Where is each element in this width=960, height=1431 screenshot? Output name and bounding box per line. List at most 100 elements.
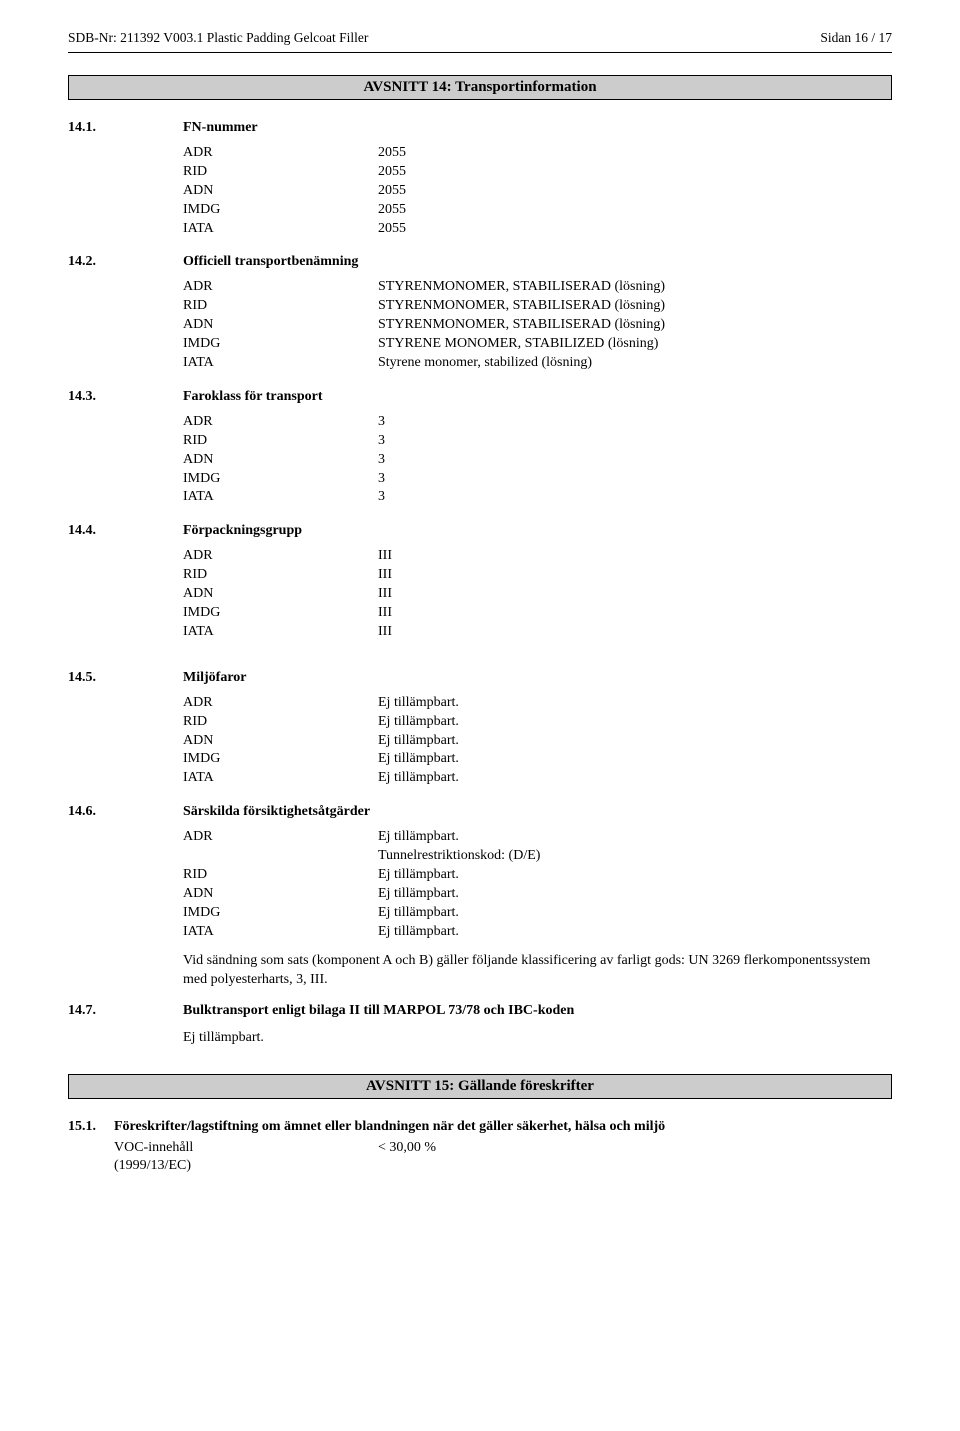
data-key: RID [183,297,378,316]
data-val: III [378,604,892,623]
data-block-14-4: ADRIII RIDIII ADNIII IMDGIII IATAIII [183,547,892,641]
data-val: 3 [378,451,892,470]
data-key: IMDG [183,201,378,220]
header-right: Sidan 16 / 17 [820,30,892,46]
data-key: ADR [183,413,378,432]
data-val: Ej tillämpbart. [378,866,892,885]
data-val: 2055 [378,144,892,163]
data-key [183,847,378,866]
section-14-banner: AVSNITT 14: Transportinformation [68,75,892,100]
data-key: ADN [183,182,378,201]
data-key: ADR [183,694,378,713]
data-val: 3 [378,432,892,451]
data-key: ADN [183,316,378,335]
item-num: 14.2. [68,254,183,270]
data-key: IMDG [183,335,378,354]
item-14-1: 14.1. FN-nummer [68,120,892,136]
data-key: RID [183,163,378,182]
data-block-14-3: ADR3 RID3 ADN3 IMDG3 IATA3 [183,413,892,507]
data-val: Ej tillämpbart. [378,923,892,942]
data-val: III [378,547,892,566]
data-val: STYRENE MONOMER, STABILIZED (lösning) [378,335,892,354]
data-key: RID [183,432,378,451]
data-val: Ej tillämpbart. [378,713,892,732]
data-key: IMDG [183,470,378,489]
item-num: 14.4. [68,523,183,539]
data-val: 3 [378,413,892,432]
data-key: ADR [183,828,378,847]
item-14-7: 14.7. Bulktransport enligt bilaga II til… [68,1003,892,1019]
data-block-14-5: ADREj tillämpbart. RIDEj tillämpbart. AD… [183,694,892,788]
data-val: Ej tillämpbart. [378,769,892,788]
data-val: STYRENMONOMER, STABILISERAD (lösning) [378,297,892,316]
item-label: Förpackningsgrupp [183,523,302,539]
data-val: III [378,623,892,642]
data-val: Ej tillämpbart. [378,885,892,904]
item-label: Bulktransport enligt bilaga II till MARP… [183,1003,574,1019]
data-block-14-2: ADRSTYRENMONOMER, STABILISERAD (lösning)… [183,278,892,372]
note-14-6: Vid sändning som sats (komponent A och B… [183,952,892,990]
data-key: IATA [183,623,378,642]
data-key: RID [183,713,378,732]
item-num: 15.1. [68,1119,114,1135]
item-label: FN-nummer [183,120,258,136]
data-val: 2055 [378,201,892,220]
data-key: RID [183,566,378,585]
data-block-14-6: ADREj tillämpbart. Tunnelrestriktionskod… [183,828,892,941]
data-val: Styrene monomer, stabilized (lösning) [378,354,892,373]
item-14-2: 14.2. Officiell transportbenämning [68,254,892,270]
item-label: Föreskrifter/lagstiftning om ämnet eller… [114,1119,665,1135]
data-key: IATA [183,923,378,942]
data-key: ADN [183,732,378,751]
data-val: STYRENMONOMER, STABILISERAD (lösning) [378,316,892,335]
data-key: ADN [183,885,378,904]
item-num: 14.1. [68,120,183,136]
voc-block: VOC-innehåll < 30,00 % (1999/13/EC) [114,1139,892,1175]
header-left: SDB-Nr: 211392 V003.1 Plastic Padding Ge… [68,30,368,46]
item-14-4: 14.4. Förpackningsgrupp [68,523,892,539]
data-key: ADN [183,451,378,470]
voc-key2: (1999/13/EC) [114,1157,378,1175]
note-14-7: Ej tillämpbart. [183,1029,892,1048]
data-val: Ej tillämpbart. [378,694,892,713]
item-num: 14.6. [68,804,183,820]
data-key: IATA [183,769,378,788]
item-15-1: 15.1. Föreskrifter/lagstiftning om ämnet… [68,1119,892,1135]
data-val: 2055 [378,163,892,182]
data-val: Tunnelrestriktionskod: (D/E) [378,847,892,866]
data-val: 3 [378,470,892,489]
item-label: Officiell transportbenämning [183,254,358,270]
item-14-6: 14.6. Särskilda försiktighetsåtgärder [68,804,892,820]
section-15-banner: AVSNITT 15: Gällande föreskrifter [68,1074,892,1099]
data-key: IMDG [183,750,378,769]
item-14-3: 14.3. Faroklass för transport [68,389,892,405]
data-val: Ej tillämpbart. [378,828,892,847]
item-num: 14.3. [68,389,183,405]
data-block-14-1: ADR2055 RID2055 ADN2055 IMDG2055 IATA205… [183,144,892,238]
item-14-5: 14.5. Miljöfaror [68,670,892,686]
data-val: 3 [378,488,892,507]
item-label: Faroklass för transport [183,389,322,405]
data-val: III [378,566,892,585]
data-key: IMDG [183,604,378,623]
data-val: STYRENMONOMER, STABILISERAD (lösning) [378,278,892,297]
data-val: Ej tillämpbart. [378,904,892,923]
data-key: ADN [183,585,378,604]
data-val: Ej tillämpbart. [378,750,892,769]
item-num: 14.7. [68,1003,183,1019]
page-header: SDB-Nr: 211392 V003.1 Plastic Padding Ge… [68,30,892,46]
item-label: Miljöfaror [183,670,247,686]
header-rule [68,52,892,53]
item-num: 14.5. [68,670,183,686]
data-key: ADR [183,144,378,163]
data-key: ADR [183,278,378,297]
data-val: 2055 [378,182,892,201]
data-key: IMDG [183,904,378,923]
voc-key: VOC-innehåll [114,1139,378,1157]
data-key: ADR [183,547,378,566]
data-key: IATA [183,354,378,373]
data-val: III [378,585,892,604]
item-label: Särskilda försiktighetsåtgärder [183,804,370,820]
voc-val: < 30,00 % [378,1139,436,1157]
data-val: Ej tillämpbart. [378,732,892,751]
